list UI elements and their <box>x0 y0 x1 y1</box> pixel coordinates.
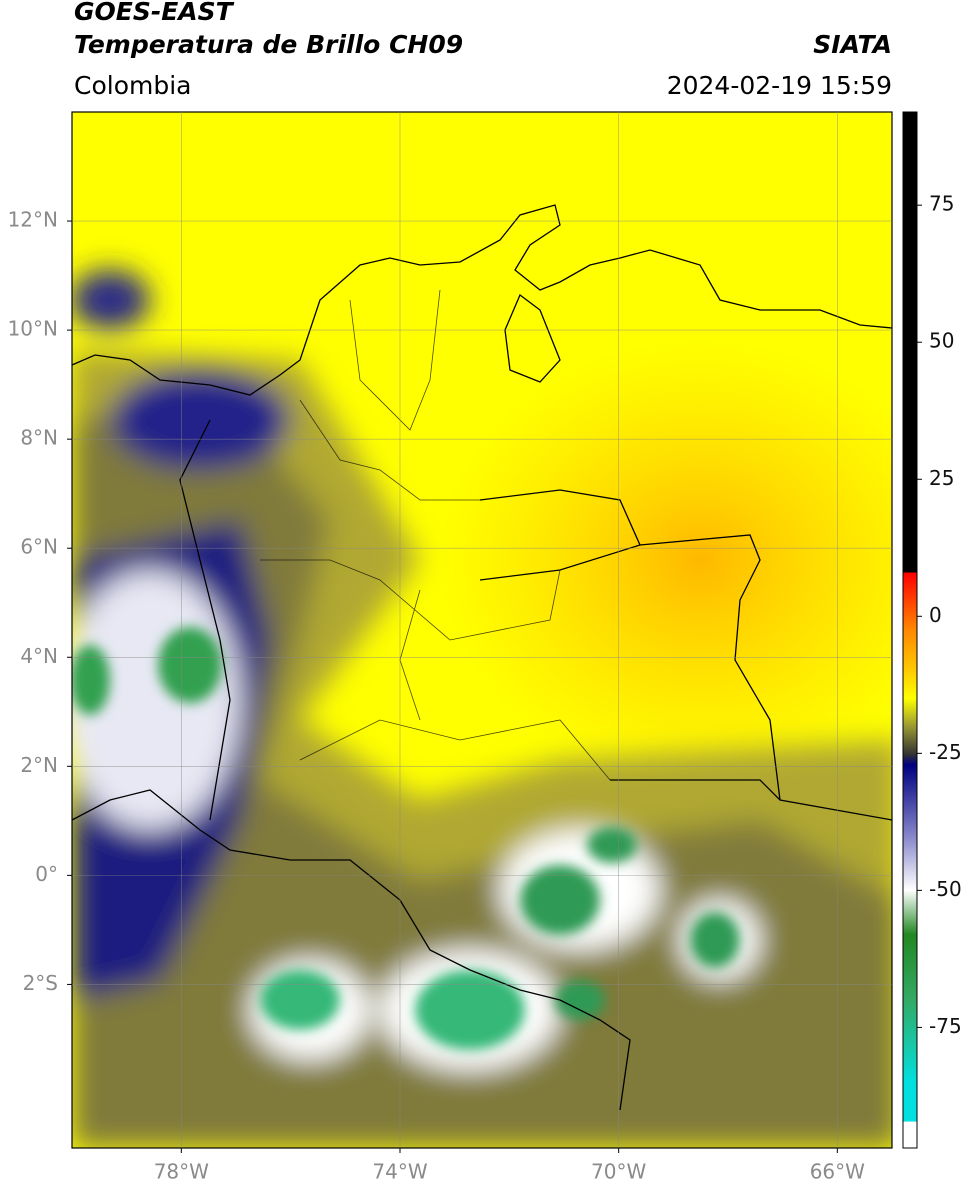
colorbar-tick-label: -25 <box>929 740 962 764</box>
colorbar-tick-label: 50 <box>929 329 954 353</box>
source: SIATA <box>813 30 892 59</box>
y-tick-label: 0° <box>35 862 58 886</box>
x-tick-label: 70°W <box>591 1160 646 1184</box>
map-frame <box>71 111 893 1149</box>
y-tick-label: 6°N <box>20 535 58 559</box>
colorbar-tick-label: 0 <box>929 603 942 627</box>
datetime: 2024-02-19 15:59 <box>667 71 892 100</box>
x-tick-label: 66°W <box>810 1160 865 1184</box>
y-tick-label: 4°N <box>20 644 58 668</box>
region: Colombia <box>74 71 191 100</box>
colorbar-tick-label: 25 <box>929 466 954 490</box>
colorbar-tick-label: -50 <box>929 877 962 901</box>
y-tick-label: 10°N <box>8 317 58 341</box>
imagery <box>72 112 892 1148</box>
colorbar-tick-label: -75 <box>929 1014 962 1038</box>
title: Temperatura de Brillo CH09 <box>74 30 463 59</box>
x-tick-label: 74°W <box>372 1160 427 1184</box>
y-tick-label: 12°N <box>8 208 58 232</box>
colorbar <box>902 111 918 1149</box>
x-tick-label: 78°W <box>154 1160 209 1184</box>
y-tick-label: 2°S <box>23 971 58 995</box>
colorbar-tick-label: 75 <box>929 192 954 216</box>
y-tick-label: 8°N <box>20 426 58 450</box>
title: GOES-EAST <box>74 0 235 26</box>
y-tick-label: 2°N <box>20 753 58 777</box>
